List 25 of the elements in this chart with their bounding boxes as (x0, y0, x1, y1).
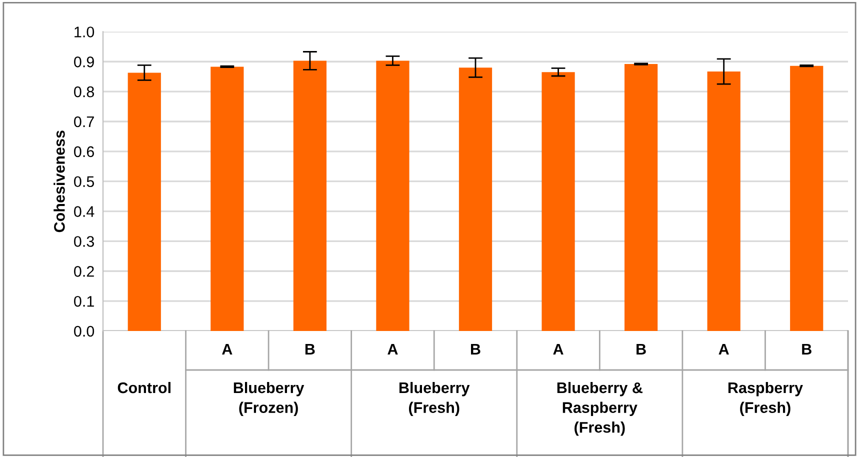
y-tick-label: 1.0 (74, 26, 94, 38)
y-tick-label: 0.8 (74, 86, 94, 98)
y-tick-label: 0.0 (74, 326, 94, 337)
y-tick-label: 0.3 (74, 236, 94, 247)
text: Raspberry (Fresh) (728, 382, 803, 416)
x-tick-label: B (636, 344, 646, 354)
y-tick-label: 0.9 (74, 56, 94, 68)
x-tick-label: A (388, 344, 398, 354)
y-tick-label: 0.4 (74, 206, 94, 217)
text: Blueberry & Raspberry (Fresh) (557, 382, 642, 436)
y-axis-title: Cohesiveness (54, 130, 65, 232)
y-tick-label: 0.1 (74, 296, 94, 307)
text: Blueberry (Fresh) (399, 382, 470, 416)
x-tick-label: B (802, 344, 812, 354)
x-tick-label: B (305, 344, 315, 354)
x-tick-label: A (222, 344, 232, 354)
text: Blueberry (Frozen) (234, 382, 304, 416)
x-tick-label: A (553, 344, 564, 354)
y-tick-label: 0.5 (74, 176, 94, 188)
text: Control (118, 382, 170, 394)
x-tick-label: B (471, 344, 480, 354)
x-tick-label: A (718, 344, 729, 354)
y-tick-label: 0.6 (74, 146, 94, 158)
y-tick-label: 0.7 (74, 116, 94, 128)
y-tick-label: 0.2 (74, 266, 94, 277)
